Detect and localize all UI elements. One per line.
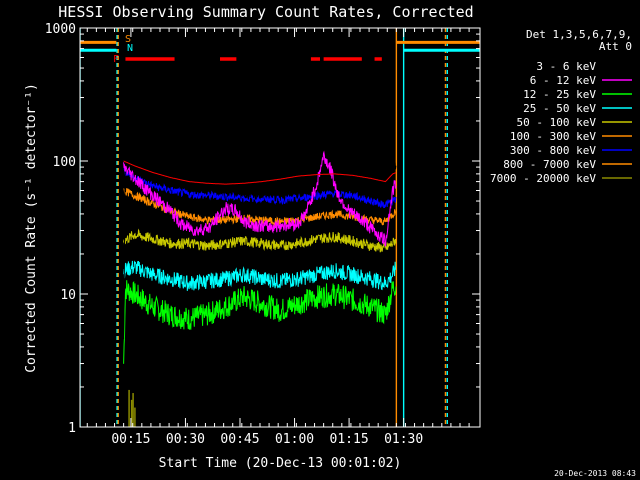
x-tick-label: 01:00 [275,432,314,447]
legend-label: 300 - 800 keV [510,144,596,157]
series-line-1 [123,150,397,247]
plot-frame [79,27,481,428]
x-tick-label: 00:30 [166,432,205,447]
series-line-red [123,160,397,185]
timestamp: 20-Dec-2013 08:43 [554,469,636,478]
f-flag-label: F [113,54,119,65]
y-tick-label: 10 [60,288,76,303]
y-tick-label: 1000 [45,22,76,37]
legend-label: 25 - 50 keV [523,102,596,115]
series-line-2 [123,280,397,364]
x-tick-label: 01:15 [330,432,369,447]
x-tick-label: 01:30 [384,432,423,447]
x-axis-label: Start Time (20-Dec-13 00:01:02) [159,456,402,471]
s-flag-label: S [125,34,131,45]
legend-header: Det 1,3,5,6,7,9, [526,28,632,41]
legend-label: 3 - 6 keV [536,60,596,73]
y-tick-label: 1 [68,421,76,436]
series-line-4 [123,228,397,253]
series-line-6 [123,167,397,209]
n-flag-label: N [127,43,133,54]
legend-header: Att 0 [599,40,632,53]
legend-label: 12 - 25 keV [523,88,596,101]
y-tick-label: 100 [53,155,76,170]
chart-title: HESSI Observing Summary Count Rates, Cor… [58,3,473,21]
series-line-0 [123,126,397,340]
x-tick-label: 00:15 [111,432,150,447]
series-line-3 [123,260,397,291]
x-axis: 00:15 00:30 00:45 01:00 01:15 01:30 [86,28,470,447]
legend-label: 7000 - 20000 keV [490,172,596,185]
legend-label: 800 - 7000 keV [503,158,596,171]
x-tick-label: 00:45 [220,432,259,447]
legend-label: 50 - 100 keV [517,116,597,129]
y-axis: 1 10 100 1000 [45,22,480,436]
legend-label: 6 - 12 keV [530,74,597,87]
legend-label: 100 - 300 keV [510,130,596,143]
y-axis-label: Corrected Count Rate (s⁻¹ detector⁻¹) [24,83,39,373]
plot-area: SNF [80,28,480,427]
